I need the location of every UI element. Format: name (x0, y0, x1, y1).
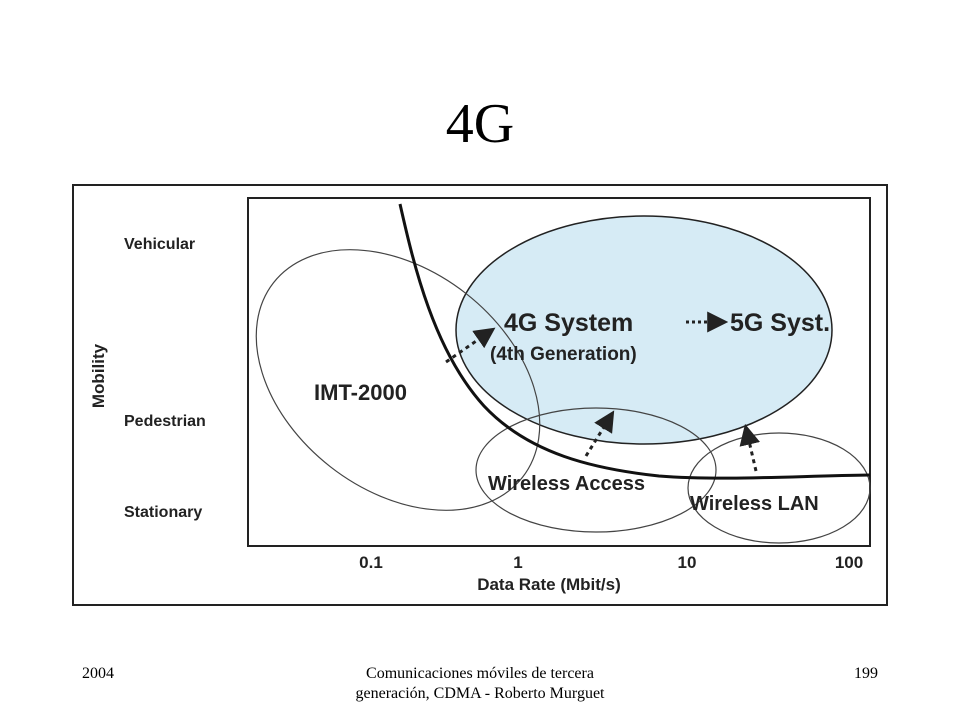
plot-frame (247, 197, 871, 547)
label-5g-system: 5G Syst. (730, 309, 830, 337)
x-tick-1: 1 (513, 553, 522, 572)
arrow-wireless-access-to-4g (584, 410, 615, 457)
footer-course-title: Comunicaciones móviles de tercera genera… (355, 665, 605, 702)
region-wireless-lan-ellipse (687, 432, 871, 544)
x-tick-0-1: 0.1 (359, 553, 383, 572)
label-wireless-access: Wireless Access (488, 473, 645, 495)
footer-page-number: 199 (854, 665, 878, 682)
y-level-vehicular: Vehicular (124, 236, 195, 253)
slide-title: 4G (445, 93, 515, 155)
x-tick-100: 100 (835, 553, 863, 572)
region-wireless-access-ellipse (475, 407, 717, 533)
x-axis-title: Data Rate (Mbit/s) (477, 575, 621, 594)
diagram-canvas: 4G System 5G Syst. (4th Generation) IMT-… (89, 197, 871, 594)
region-4g-ellipse (455, 215, 833, 445)
label-wireless-lan: Wireless LAN (690, 493, 819, 515)
label-4th-generation: (4th Generation) (490, 344, 637, 365)
mobility-data-rate-diagram: 4G System 5G Syst. (4th Generation) IMT-… (72, 184, 888, 606)
label-imt2000: IMT-2000 (314, 380, 407, 405)
label-4g-system: 4G System (504, 309, 633, 337)
y-level-stationary: Stationary (124, 504, 202, 521)
y-level-pedestrian: Pedestrian (124, 413, 206, 430)
capability-boundary-curve (398, 203, 871, 480)
footer-year: 2004 (82, 665, 114, 682)
y-axis-title: Mobility (89, 343, 108, 408)
arrow-imt2000-to-4g (445, 327, 496, 364)
region-imt2000-ellipse (255, 249, 541, 511)
x-tick-10: 10 (678, 553, 697, 572)
